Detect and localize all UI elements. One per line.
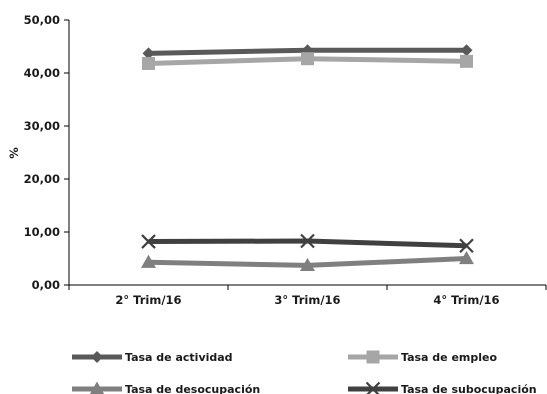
data-point bbox=[300, 257, 315, 272]
legend-item: Tasa de actividad bbox=[72, 351, 233, 364]
y-tick-label: 0,00 bbox=[32, 278, 60, 292]
x-tick-label: 4° Trim/16 bbox=[433, 293, 499, 307]
data-point bbox=[460, 44, 473, 57]
legend-item: Tasa de empleo bbox=[348, 350, 497, 364]
data-point bbox=[142, 56, 155, 70]
series-lines bbox=[141, 44, 474, 272]
data-point bbox=[459, 238, 474, 254]
axes: 0,00 10,00 20,00 30,00 40,00 50,00 2° Trim/16 3… bbox=[7, 13, 547, 307]
data-point bbox=[459, 251, 474, 265]
legend-item: Tasa de subocupación bbox=[348, 381, 537, 394]
series-2 bbox=[142, 52, 473, 70]
y-tick-label: 20,00 bbox=[24, 172, 60, 186]
x-marker-stroke bbox=[300, 233, 315, 249]
x-tick-label: 3° Trim/16 bbox=[274, 293, 340, 307]
data-point bbox=[141, 234, 156, 249]
y-tick-label: 40,00 bbox=[24, 66, 60, 80]
legend: Tasa de actividad Tasa de empleo Tasa de d… bbox=[72, 350, 537, 394]
legend-label: Tasa de actividad bbox=[125, 351, 233, 364]
data-point bbox=[301, 52, 314, 66]
series-3 bbox=[141, 251, 474, 272]
x-marker-stroke bbox=[459, 238, 474, 254]
data-point bbox=[142, 47, 155, 60]
legend-label: Tasa de desocupación bbox=[125, 383, 260, 394]
x-marker-stroke bbox=[366, 381, 381, 394]
data-point bbox=[460, 54, 473, 68]
legend-item: Tasa de desocupación bbox=[72, 381, 260, 394]
y-tick-label: 50,00 bbox=[24, 13, 60, 27]
legend-marker bbox=[365, 381, 381, 394]
legend-marker bbox=[91, 351, 103, 363]
legend-marker bbox=[89, 381, 105, 394]
y-tick-label: 10,00 bbox=[24, 225, 60, 239]
legend-label: Tasa de subocupación bbox=[401, 383, 537, 394]
y-tick-label: 30,00 bbox=[24, 119, 60, 133]
x-marker-stroke bbox=[141, 234, 156, 249]
legend-label: Tasa de empleo bbox=[401, 351, 497, 364]
data-point bbox=[141, 254, 156, 268]
data-point bbox=[300, 233, 315, 249]
x-tick-label: 2° Trim/16 bbox=[115, 293, 181, 307]
series-4 bbox=[141, 233, 474, 254]
legend-marker bbox=[366, 350, 380, 364]
y-axis-title: % bbox=[7, 147, 21, 159]
